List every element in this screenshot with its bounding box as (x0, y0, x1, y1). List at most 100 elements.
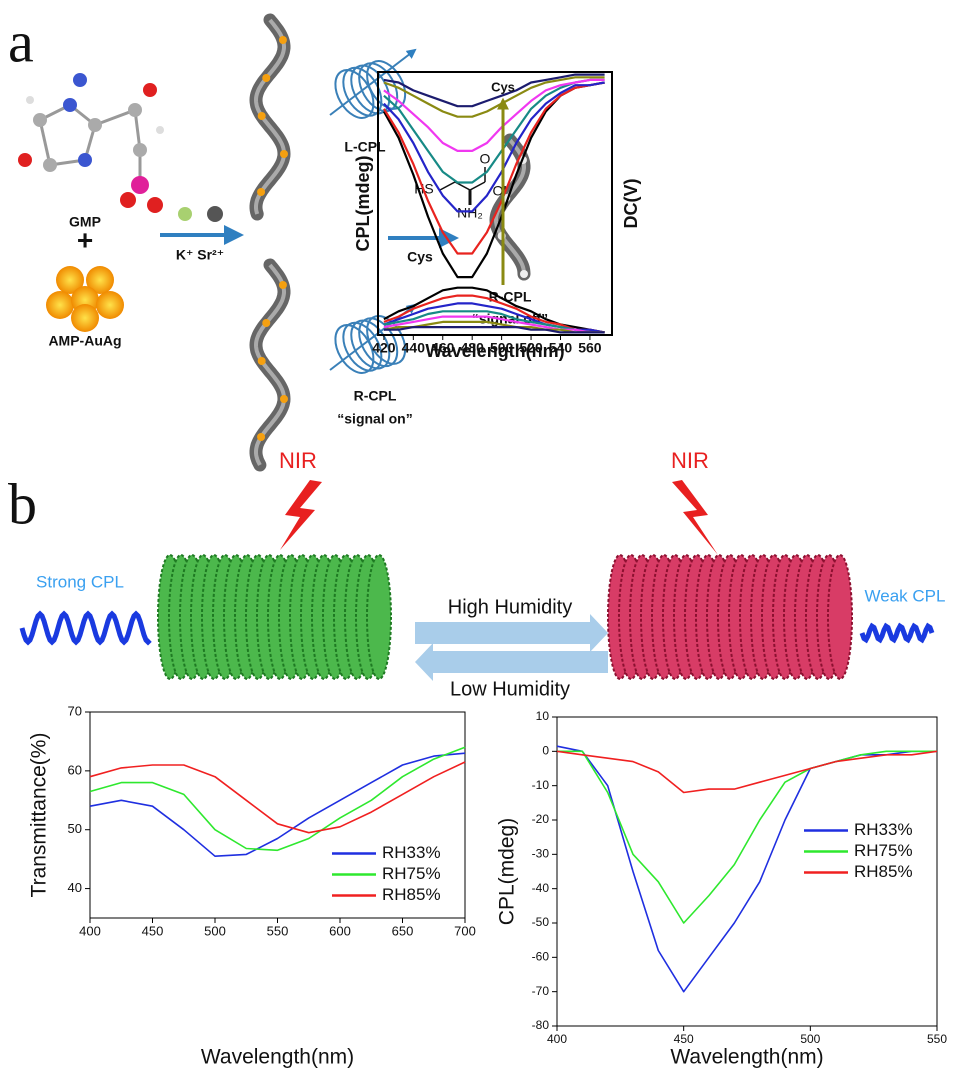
x-tick-label: 500 (204, 923, 226, 938)
label: Weak CPL (865, 586, 946, 605)
x-axis-label: Wavelength(nm) (201, 1046, 354, 1069)
cpl-wave (859, 622, 935, 644)
data-line (89, 746, 466, 852)
annotation: Cys (491, 79, 515, 94)
x-tick-label: 560 (578, 340, 602, 356)
label: Cys (407, 249, 433, 265)
chart: 400 450 500 550 -80 -70 -60 -50 -40 -30 -20 -10 0 10 W… (496, 709, 948, 1068)
y-axis-label: Transmittance(%) (28, 733, 51, 898)
helix-dot (257, 112, 266, 120)
x-tick-label: 450 (674, 1032, 694, 1046)
y-tick-label: -40 (532, 881, 550, 895)
data-line (89, 752, 466, 857)
legend-label: RH33% (854, 820, 913, 839)
legend-label: RH85% (382, 885, 441, 904)
y-tick-label: -70 (532, 984, 550, 998)
legend-label: RH85% (854, 862, 913, 881)
helix-dot (257, 433, 266, 441)
y-tick-label: 10 (536, 709, 550, 723)
x-tick-label: 420 (372, 340, 396, 356)
helix-dot (279, 150, 288, 158)
legend-label: RH75% (854, 841, 913, 860)
data-line (383, 78, 605, 152)
data-line (383, 294, 605, 334)
y-tick-label: 60 (68, 762, 82, 777)
data-line (383, 326, 605, 334)
plot-frame (556, 716, 938, 1027)
label: NIR (671, 448, 709, 473)
helix-dot (262, 319, 271, 327)
plot-frame (377, 71, 613, 336)
cluster (46, 266, 124, 332)
y-tick-label: 0 (542, 744, 549, 758)
label: GMP (69, 214, 101, 230)
y-tick-label: -20 (532, 812, 550, 826)
molecule (18, 73, 164, 213)
legend-label: RH33% (382, 843, 441, 862)
cpl-spiral (366, 60, 407, 110)
x-tick-label: 500 (490, 340, 514, 356)
label: + (77, 224, 93, 255)
label: AMP-AuAg (48, 333, 121, 349)
ion (207, 206, 223, 222)
y-tick-label: -50 (532, 915, 550, 929)
x-tick-label: 460 (431, 340, 455, 356)
y-axis-label: CPL(mdeg) (353, 156, 373, 252)
helix-shine (253, 263, 287, 466)
y-tick-label: -30 (532, 847, 550, 861)
label: R-CPL (489, 289, 532, 305)
panel-label: b (8, 471, 37, 536)
x-tick-label: 440 (402, 340, 426, 356)
cpl-wave (19, 610, 152, 646)
data-line (383, 78, 605, 184)
helix-dot (257, 188, 266, 196)
x-tick-label: 400 (79, 923, 101, 938)
x-tick-label: 480 (461, 340, 485, 356)
data-line (383, 315, 605, 334)
data-line (89, 761, 466, 834)
y-tick-label: -10 (532, 778, 550, 792)
schematic: a b GMP + AMP-AuAg K⁺ Sr²⁺ L-CPL R-CPL “… (8, 9, 945, 700)
x-tick-label: 500 (800, 1032, 820, 1046)
label: R-CPL (354, 388, 397, 404)
label: L-CPL (344, 139, 386, 155)
helix-dot (279, 395, 288, 403)
label: High Humidity (448, 596, 572, 618)
x-axis-label: Wavelength(nm) (425, 341, 564, 361)
helix-bead (519, 270, 528, 278)
bond (439, 181, 486, 191)
y-tick-label: 70 (68, 703, 82, 718)
x-tick-label: 650 (392, 923, 414, 938)
label: Strong CPL (36, 572, 124, 591)
helix-dot (278, 36, 287, 44)
label: K⁺ Sr²⁺ (176, 247, 224, 263)
data-line (382, 81, 605, 255)
data-line (383, 320, 605, 334)
helix-dot (262, 74, 271, 82)
data-line (383, 310, 605, 334)
y-tick-label: 40 (68, 880, 82, 895)
y2-axis-label: DC(V) (621, 179, 641, 229)
data-line (557, 750, 937, 924)
data-line (556, 745, 937, 993)
label: “signal on” (337, 411, 412, 427)
ion (178, 207, 192, 221)
label: Low Humidity (450, 678, 570, 700)
y-tick-label: 50 (68, 821, 82, 836)
helix-dot (257, 357, 266, 365)
cylinder-ring (827, 554, 853, 680)
lightning (280, 480, 322, 550)
y-tick-label: -80 (532, 1018, 550, 1032)
chart: 400 450 500 550 600 650 700 40 50 60 70 Wavelength(… (28, 703, 476, 1068)
x-tick-label: 540 (549, 340, 573, 356)
y-axis-label: CPL(mdeg) (496, 818, 519, 925)
x-axis-label: Wavelength(nm) (670, 1046, 823, 1069)
label: NH₂ (457, 205, 483, 221)
data-line (383, 73, 605, 108)
label: NIR (279, 448, 317, 473)
label: O (480, 151, 491, 167)
data-line (383, 81, 605, 213)
cpl-arrow (329, 48, 417, 116)
x-tick-label: 600 (329, 923, 351, 938)
